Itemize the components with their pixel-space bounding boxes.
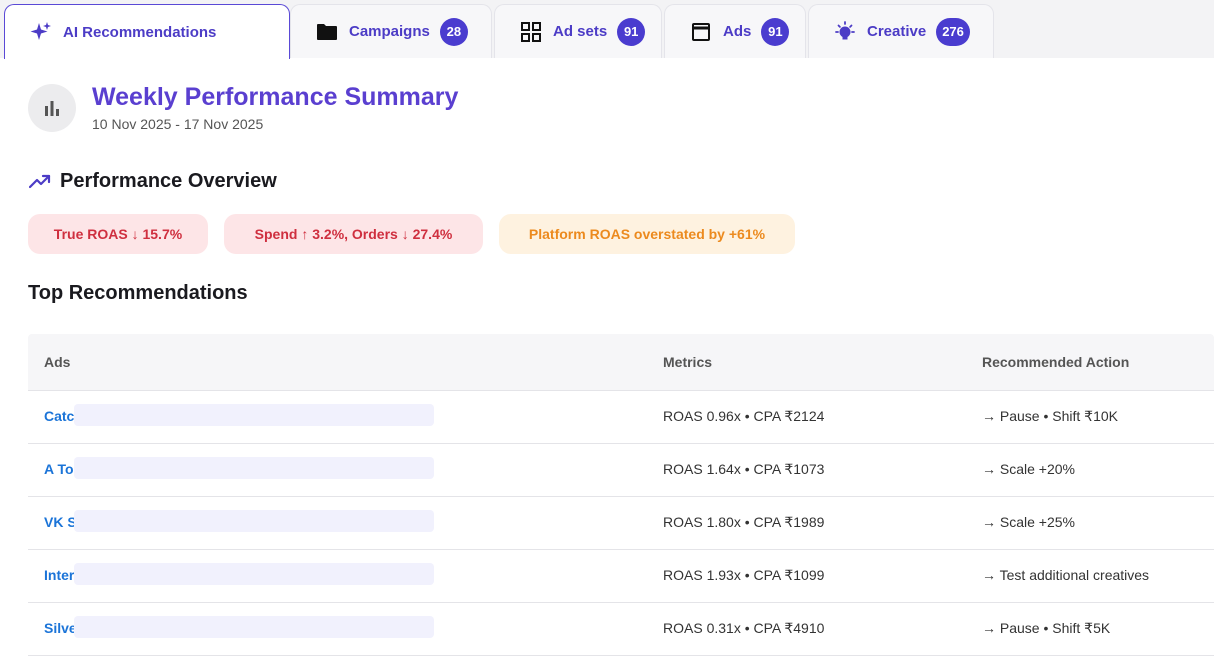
tab-label: Ads (723, 23, 752, 40)
column-header-action: Recommended Action (982, 354, 1130, 370)
count-badge: 91 (617, 17, 646, 46)
action-cell: → Pause • Shift ₹10K (982, 408, 1118, 424)
action-cell: → Scale +20% (982, 461, 1075, 477)
tab-label: Creative (867, 23, 927, 40)
table-row: A To ROAS 1.64x • CPA ₹1073 → Scale +20% (28, 444, 1214, 497)
browser-window-icon (689, 20, 713, 44)
lightbulb-icon (833, 20, 857, 44)
ad-link[interactable]: Silve (44, 620, 77, 636)
page-title: Weekly Performance Summary (92, 83, 459, 111)
table-row: Inter ROAS 1.93x • CPA ₹1099 → Test addi… (28, 550, 1214, 603)
table-header: Ads Metrics Recommended Action (28, 334, 1214, 391)
tab-ad-sets[interactable]: Ad sets 91 (494, 4, 662, 58)
action-cell: → Test additional creatives (982, 567, 1150, 583)
date-range: 10 Nov 2025 - 17 Nov 2025 (92, 116, 264, 132)
metrics-cell: ROAS 1.80x • CPA ₹1989 (663, 514, 825, 530)
bar-chart-icon (28, 84, 76, 132)
grid-icon (519, 20, 543, 44)
metrics-cell: ROAS 1.64x • CPA ₹1073 (663, 461, 825, 477)
action-cell: → Scale +25% (982, 514, 1075, 530)
performance-overview-title: Performance Overview (60, 170, 277, 192)
tab-campaigns[interactable]: Campaigns 28 (290, 4, 492, 58)
sparkle-icon (29, 20, 53, 44)
table-row: Silve ROAS 0.31x • CPA ₹4910 → Pause • S… (28, 603, 1214, 656)
count-badge: 91 (761, 17, 790, 46)
redacted-ad-name (74, 404, 434, 426)
redacted-ad-name (74, 616, 434, 638)
ad-link[interactable]: A To (44, 461, 74, 477)
metrics-cell: ROAS 0.31x • CPA ₹4910 (663, 620, 825, 636)
ad-link[interactable]: Catc (44, 408, 75, 424)
folder-icon (315, 20, 339, 44)
redacted-ad-name (74, 510, 434, 532)
count-badge: 28 (439, 17, 468, 46)
action-cell: → Pause • Shift ₹5K (982, 620, 1111, 636)
tab-label: Ad sets (553, 23, 608, 40)
table-row: Catc ROAS 0.96x • CPA ₹2124 → Pause • Sh… (28, 391, 1214, 444)
redacted-ad-name (74, 457, 434, 479)
tab-label: AI Recommendations (63, 23, 217, 41)
column-header-metrics: Metrics (663, 354, 713, 370)
tab-ads[interactable]: Ads 91 (664, 4, 806, 58)
platform-roas-pill: Platform ROAS overstated by +61% (499, 214, 795, 254)
count-badge: 276 (936, 17, 970, 46)
tab-label: Campaigns (349, 23, 430, 40)
recommendations-table: Ads Metrics Recommended Action Catc ROAS… (28, 334, 1214, 656)
trending-up-icon (28, 172, 51, 195)
ad-link[interactable]: VK S (44, 514, 77, 530)
tab-bar: AI Recommendations Campaigns 28 Ad sets … (0, 0, 1214, 59)
spend-orders-pill: Spend ↑ 3.2%, Orders ↓ 27.4% (224, 214, 483, 254)
true-roas-pill: True ROAS ↓ 15.7% (28, 214, 208, 254)
metrics-cell: ROAS 1.93x • CPA ₹1099 (663, 567, 825, 583)
tab-ai-recommendations[interactable]: AI Recommendations (4, 4, 290, 59)
tab-creative[interactable]: Creative 276 (808, 4, 994, 58)
metrics-cell: ROAS 0.96x • CPA ₹2124 (663, 408, 825, 424)
table-row: VK S ROAS 1.80x • CPA ₹1989 → Scale +25% (28, 497, 1214, 550)
ad-link[interactable]: Inter (44, 567, 75, 583)
redacted-ad-name (74, 563, 434, 585)
column-header-ads: Ads (44, 354, 71, 370)
top-recommendations-title: Top Recommendations (28, 282, 248, 304)
